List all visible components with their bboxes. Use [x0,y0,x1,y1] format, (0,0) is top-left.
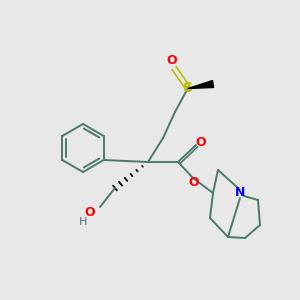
Text: S: S [183,81,193,95]
Polygon shape [188,80,214,88]
Text: O: O [167,55,177,68]
Text: O: O [85,206,95,220]
Text: O: O [189,176,199,190]
Text: N: N [235,187,245,200]
Text: O: O [196,136,206,148]
Text: H: H [79,217,87,227]
